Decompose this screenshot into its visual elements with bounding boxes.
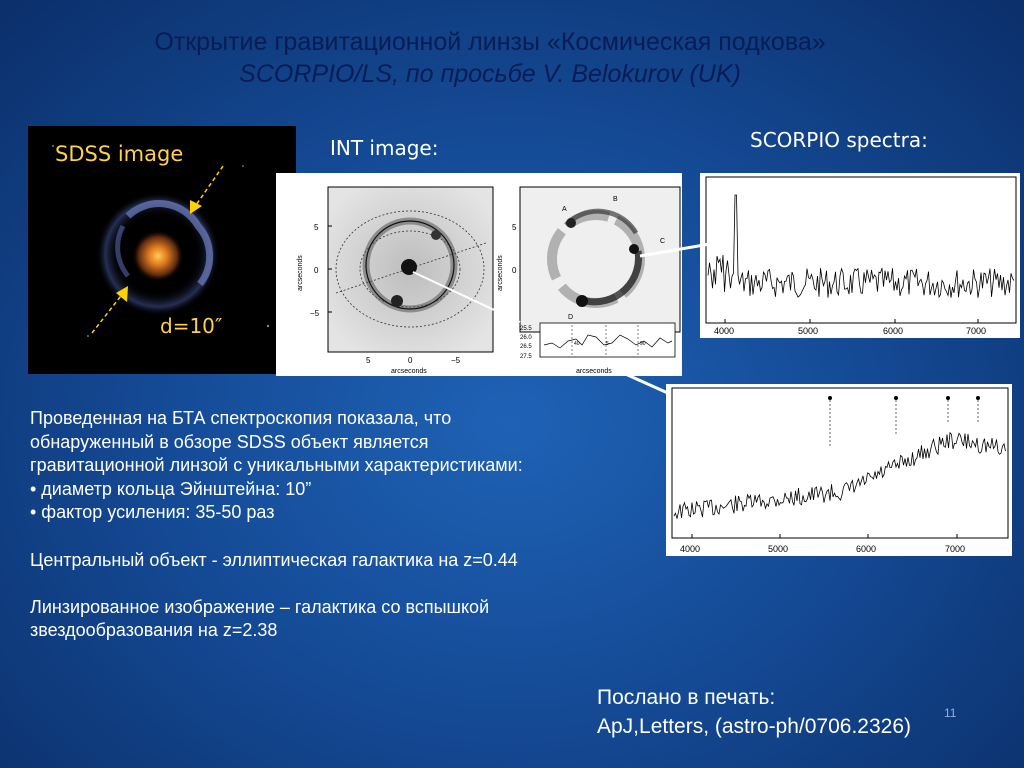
- sdss-image: [52, 145, 270, 337]
- arrow-head-upper: [190, 200, 202, 214]
- slide-title: Открытие гравитационной линзы «Космическ…: [154, 28, 826, 56]
- spec2-xtick: 7000: [945, 544, 965, 554]
- spectrum-1-plot: 4000 5000 6000 7000: [705, 176, 1017, 336]
- int-image-panel: 5 0 −5 5 0 −5 arcseconds arcseconds A B …: [276, 173, 682, 376]
- int2-ylabel: arcseconds: [497, 255, 504, 291]
- int-ytick: 0: [314, 266, 319, 275]
- slide-subtitle: SCORPIO/LS, по просьбе V. Belokurov (UK): [239, 60, 741, 88]
- body-line: Проведенная на БТА спектроскопия показал…: [30, 408, 452, 428]
- submission-line: Послано в печать:: [597, 686, 776, 709]
- int-image: 5 0 −5 5 0 −5 arcseconds arcseconds A B …: [297, 186, 681, 375]
- bullet-ring-diameter: • диаметр кольца Эйнштейна: 10”: [30, 478, 312, 499]
- int-ytick: 5: [314, 223, 319, 232]
- marker-b: B: [613, 196, 618, 203]
- marker-c: C: [660, 238, 665, 245]
- spec2-xtick: 6000: [856, 544, 876, 554]
- sdss-image-panel: SDSS image d=10″: [28, 126, 296, 374]
- scorpio-spectrum-galaxy: 4000 5000 6000 7000: [666, 384, 1012, 556]
- arrow-head-lower: [116, 286, 128, 302]
- scorpio-label: SCORPIO spectra:: [750, 128, 928, 152]
- spec2-xtick: 4000: [680, 544, 700, 554]
- diameter-label: d=10″: [160, 314, 223, 338]
- body-line: гравитационной линзой с уникальными хара…: [30, 455, 523, 476]
- spectrum-1-line: [707, 194, 1015, 299]
- int2-ytick: 0: [512, 266, 517, 275]
- int-ylabel: arcseconds: [297, 255, 304, 291]
- int-label: INT image:: [330, 136, 439, 160]
- submission-reference: ApJ,Letters, (astro-ph/0706.2326): [597, 715, 912, 738]
- marker-d: D: [568, 314, 573, 321]
- spec1-xtick: 5000: [798, 326, 818, 336]
- inset-ytick: 27.5: [520, 354, 532, 360]
- spec2-xtick: 5000: [768, 544, 788, 554]
- inset-ytick: 25.5: [520, 326, 532, 332]
- int2-xlabel: arcseconds: [576, 368, 612, 375]
- int-xtick: −5: [451, 356, 461, 365]
- sdss-label: SDSS image: [55, 142, 184, 166]
- scorpio-spectrum-lens: 4000 5000 6000 7000: [700, 173, 1020, 338]
- arrow-line-lower: [91, 291, 125, 334]
- int-xlabel: arcseconds: [391, 368, 427, 375]
- page-number: 11: [944, 706, 957, 720]
- spec1-xtick: 4000: [714, 326, 734, 336]
- spec1-xtick: 6000: [883, 326, 903, 336]
- spec1-xtick: 7000: [966, 326, 986, 336]
- arrow-line-upper: [193, 165, 224, 209]
- body-line: обнаруженный в обзоре SDSS объект являет…: [30, 431, 429, 452]
- submission-note: Послано в печать: ApJ,Letters, (astro-ph…: [597, 683, 911, 741]
- inset-number: 90: [640, 341, 646, 347]
- spectrum-2-plot: 4000 5000 6000 7000: [671, 387, 1009, 554]
- int-xtick: 5: [366, 356, 371, 365]
- body-text: Проведенная на БТА спектроскопия показал…: [30, 407, 670, 643]
- int2-ytick: 5: [512, 223, 517, 232]
- central-object-line: Центральный объект - эллиптическая галак…: [30, 549, 518, 570]
- int-ytick: −5: [310, 309, 320, 318]
- lensed-image-line: Линзированное изображение – галактика со…: [30, 596, 490, 617]
- inset-ytick: 26.5: [520, 344, 532, 350]
- spectrum-2-line: [673, 431, 1006, 519]
- bullet-magnification: • фактор усиления: 35-50 раз: [30, 502, 275, 523]
- int-xtick: 0: [408, 356, 413, 365]
- marker-a: A: [562, 206, 567, 213]
- inset-ytick: 26.0: [520, 335, 532, 341]
- lensed-image-line: звездообразования на z=2.38: [30, 620, 278, 641]
- inset-number: 5: [606, 341, 609, 347]
- inset-number: 40: [574, 341, 580, 347]
